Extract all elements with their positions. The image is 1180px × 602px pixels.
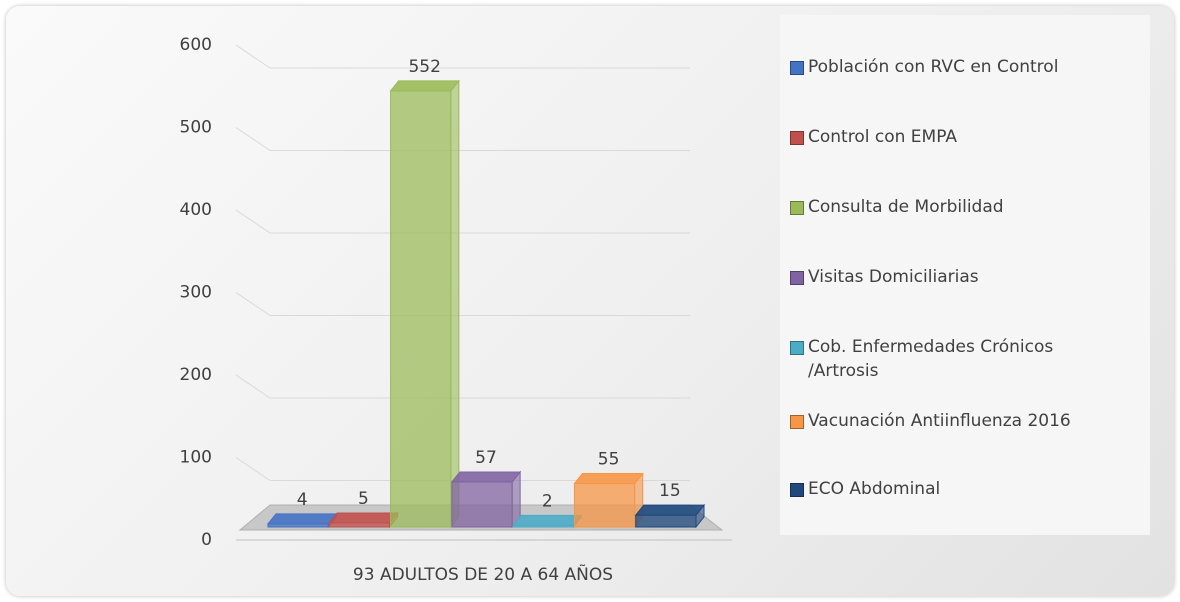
legend-swatch (790, 61, 804, 75)
grid-line (235, 127, 271, 151)
legend-label: Control con EMPA (808, 127, 957, 147)
legend-swatch (790, 131, 804, 145)
data-label: 57 (475, 448, 497, 468)
bar (328, 522, 391, 528)
legend-label: Vacunación Antiinfluenza 2016 (808, 411, 1071, 431)
legend-swatch (790, 201, 804, 215)
bar (573, 483, 636, 528)
y-tick-label: 500 (180, 118, 212, 138)
y-tick-label: 400 (180, 200, 212, 220)
legend-label: Cob. Enfermedades Crónicos /Artrosis (808, 337, 1054, 381)
bar (390, 90, 452, 528)
legend-label: ECO Abdominal (808, 479, 941, 499)
legend-entry: ECO Abdominal (790, 477, 1120, 501)
y-tick-label: 300 (180, 283, 212, 303)
data-label: 2 (542, 491, 553, 511)
grid-line (235, 292, 271, 316)
x-tick-label: 93 ADULTOS DE 20 A 64 AÑOS (353, 563, 613, 585)
data-label: 5 (358, 489, 369, 509)
data-label: 15 (659, 481, 681, 501)
data-label: 55 (598, 450, 620, 470)
y-tick-label: 200 (180, 365, 212, 385)
bar-top (266, 513, 338, 525)
y-tick-label: 0 (201, 530, 212, 550)
data-label: 552 (408, 57, 440, 77)
grid-line (235, 374, 271, 399)
grid-line (235, 209, 271, 234)
grid-line (235, 44, 271, 69)
legend-swatch (790, 341, 804, 355)
y-tick-label: 100 (180, 448, 212, 468)
legend-label: Población con RVC en Control (808, 57, 1059, 77)
y-tick-label: 600 (180, 35, 212, 55)
legend-swatch (790, 271, 804, 285)
bar-top (389, 80, 460, 92)
legend-label: Consulta de Morbilidad (808, 197, 1004, 217)
legend-entry: Vacunación Antiinfluenza 2016 (790, 409, 1120, 433)
legend-entry: Control con EMPA (790, 125, 1120, 149)
legend-swatch (790, 415, 804, 429)
legend: Población con RVC en Control Control con … (780, 15, 1150, 535)
bar (635, 514, 697, 528)
data-label: 4 (297, 490, 308, 510)
bar-top (512, 514, 583, 526)
bar-top (573, 473, 644, 485)
grid-line (235, 457, 271, 481)
legend-swatch (790, 483, 804, 497)
legend-entry: Cob. Enfermedades Crónicos /Artrosis (790, 335, 1120, 383)
bar-side (450, 79, 460, 529)
bar (451, 481, 513, 528)
bar-top (328, 512, 399, 524)
legend-entry: Consulta de Morbilidad (790, 195, 1120, 219)
legend-entry: Visitas Domiciliarias (790, 265, 1120, 289)
legend-label: Visitas Domiciliarias (808, 267, 979, 287)
bar-top (634, 504, 706, 516)
legend-entry: Población con RVC en Control (790, 55, 1120, 79)
bar-top (450, 471, 522, 483)
